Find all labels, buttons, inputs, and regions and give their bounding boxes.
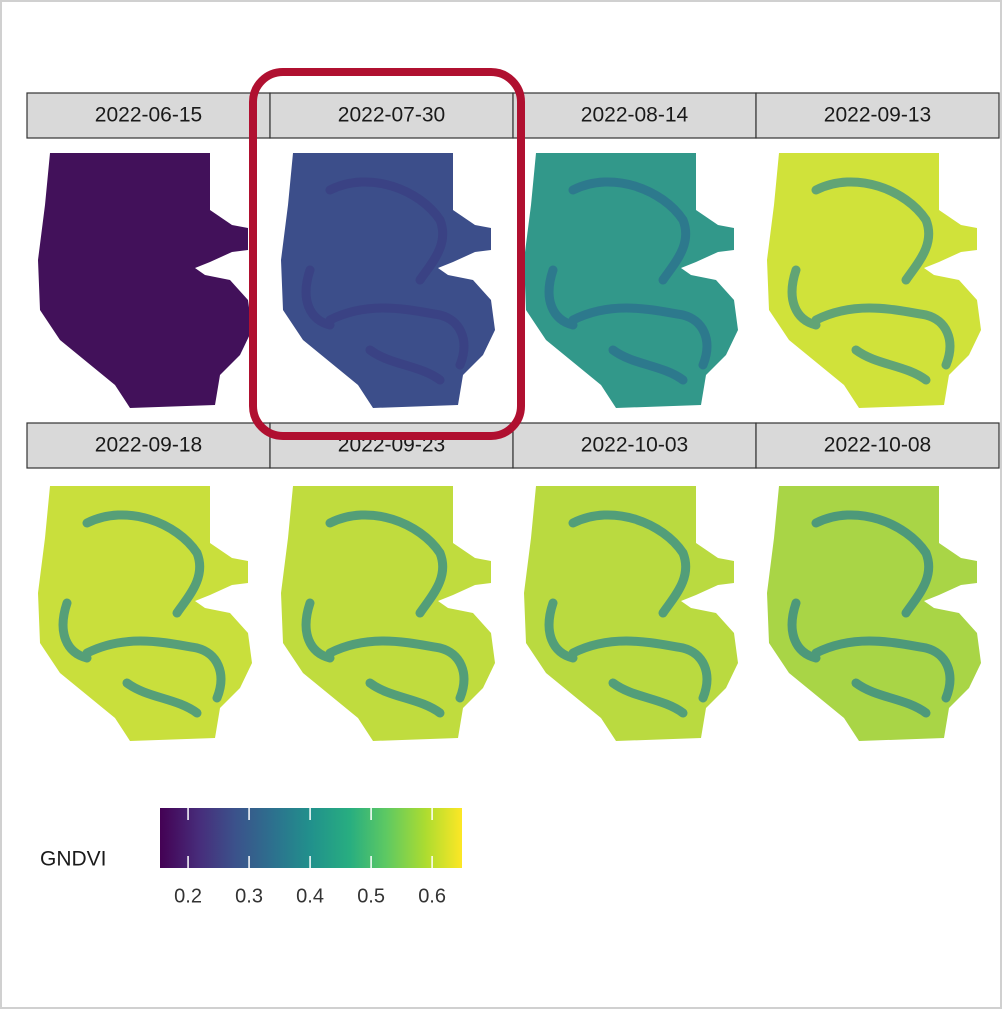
legend-title: GNDVI (40, 848, 107, 871)
colorbar-tick-label: 0.2 (174, 885, 202, 907)
colorbar-tick-label: 0.5 (357, 885, 385, 907)
facet-label: 2022-10-08 (824, 434, 931, 457)
colorbar-tick-label: 0.3 (235, 885, 263, 907)
facet-label: 2022-10-03 (581, 434, 688, 457)
facet-label: 2022-07-30 (338, 104, 445, 127)
colorbar-tick-label: 0.6 (418, 885, 446, 907)
facet-label: 2022-08-14 (581, 104, 689, 127)
page: 2022-06-15 2022-07-30 2022-08-14 2022-09-13… (0, 0, 1002, 1009)
facet-label: 2022-09-13 (824, 104, 931, 127)
colorbar (160, 808, 462, 868)
colorbar-tick-label: 0.4 (296, 885, 324, 907)
facet-label: 2022-06-15 (95, 104, 202, 127)
facet-label: 2022-09-18 (95, 434, 202, 457)
